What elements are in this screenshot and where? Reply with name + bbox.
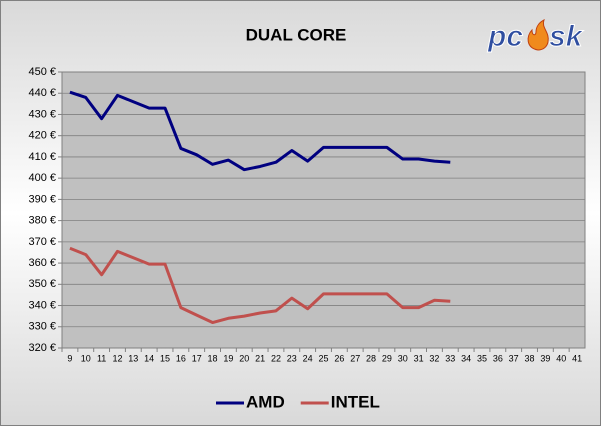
series-line [69, 246, 451, 325]
x-tick-label: 11 [97, 353, 106, 363]
x-tick-label: 14 [144, 353, 154, 363]
x-tick-label: 33 [445, 353, 455, 363]
x-tick-label: 10 [81, 353, 91, 363]
x-tick-label: 25 [318, 353, 328, 363]
x-tick-label: 16 [176, 353, 186, 363]
y-tick-label: 400 € [28, 172, 56, 184]
y-tick-label: 380 € [28, 215, 56, 227]
y-tick-label: 350 € [28, 278, 56, 290]
y-tick-label: 370 € [28, 236, 56, 248]
x-tick-label: 12 [112, 353, 122, 363]
x-tick-label: 41 [572, 353, 582, 363]
x-tick-label: 15 [160, 353, 170, 363]
y-tick-label: 450 € [28, 66, 56, 78]
x-tick-label: 38 [525, 353, 535, 363]
series-line [69, 90, 451, 172]
x-tick-label: 29 [382, 353, 392, 363]
y-tick-label: 320 € [28, 342, 56, 354]
x-tick-label: 17 [192, 353, 202, 363]
x-tick-label: 18 [208, 353, 218, 363]
logo-flame [527, 18, 549, 51]
x-tick-label: 20 [239, 353, 249, 363]
x-tick-label: 37 [509, 353, 519, 363]
y-tick-label: 360 € [28, 257, 56, 269]
x-tick-label: 31 [414, 353, 424, 363]
x-tick-label: 19 [223, 353, 233, 363]
y-tick-label: 430 € [28, 108, 56, 120]
x-tick-label: 9 [67, 353, 72, 363]
x-tick-label: 27 [350, 353, 360, 363]
x-tick-label: 13 [128, 353, 138, 363]
y-tick-label: 440 € [28, 87, 56, 99]
x-tick-label: 24 [303, 353, 313, 363]
x-tick-label: 26 [334, 353, 344, 363]
x-tick-label: 22 [271, 353, 281, 363]
plot-area [61, 71, 586, 349]
x-tick-label: 23 [287, 353, 297, 363]
x-tick-label: 34 [461, 353, 471, 363]
logo-left: pc [487, 20, 523, 53]
x-tick-label: 35 [477, 353, 487, 363]
legend-label: AMD [246, 392, 285, 411]
logo: pc sk [487, 18, 584, 53]
x-tick-label: 30 [398, 353, 408, 363]
x-tick-label: 36 [493, 353, 503, 363]
y-tick-label: 330 € [28, 321, 56, 333]
x-tick-label: 40 [556, 353, 566, 363]
y-tick-label: 340 € [28, 299, 56, 311]
chart-title: DUAL CORE [246, 25, 347, 44]
y-tick-label: 410 € [28, 151, 56, 163]
legend-label: INTEL [331, 392, 380, 411]
x-tick-label: 32 [429, 353, 439, 363]
logo-right: sk [549, 20, 584, 53]
y-tick-label: 420 € [28, 130, 56, 142]
x-tick-label: 39 [540, 353, 550, 363]
y-tick-label: 390 € [28, 193, 56, 205]
x-tick-label: 21 [255, 353, 265, 363]
x-tick-label: 28 [366, 353, 376, 363]
